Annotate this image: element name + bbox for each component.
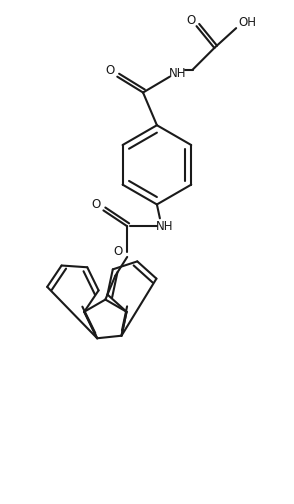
Text: NH: NH — [156, 220, 173, 233]
Text: NH: NH — [169, 67, 186, 80]
Text: O: O — [186, 14, 195, 27]
Text: OH: OH — [238, 16, 256, 29]
Text: O: O — [106, 64, 115, 77]
Text: O: O — [92, 198, 101, 211]
Text: O: O — [114, 244, 123, 258]
